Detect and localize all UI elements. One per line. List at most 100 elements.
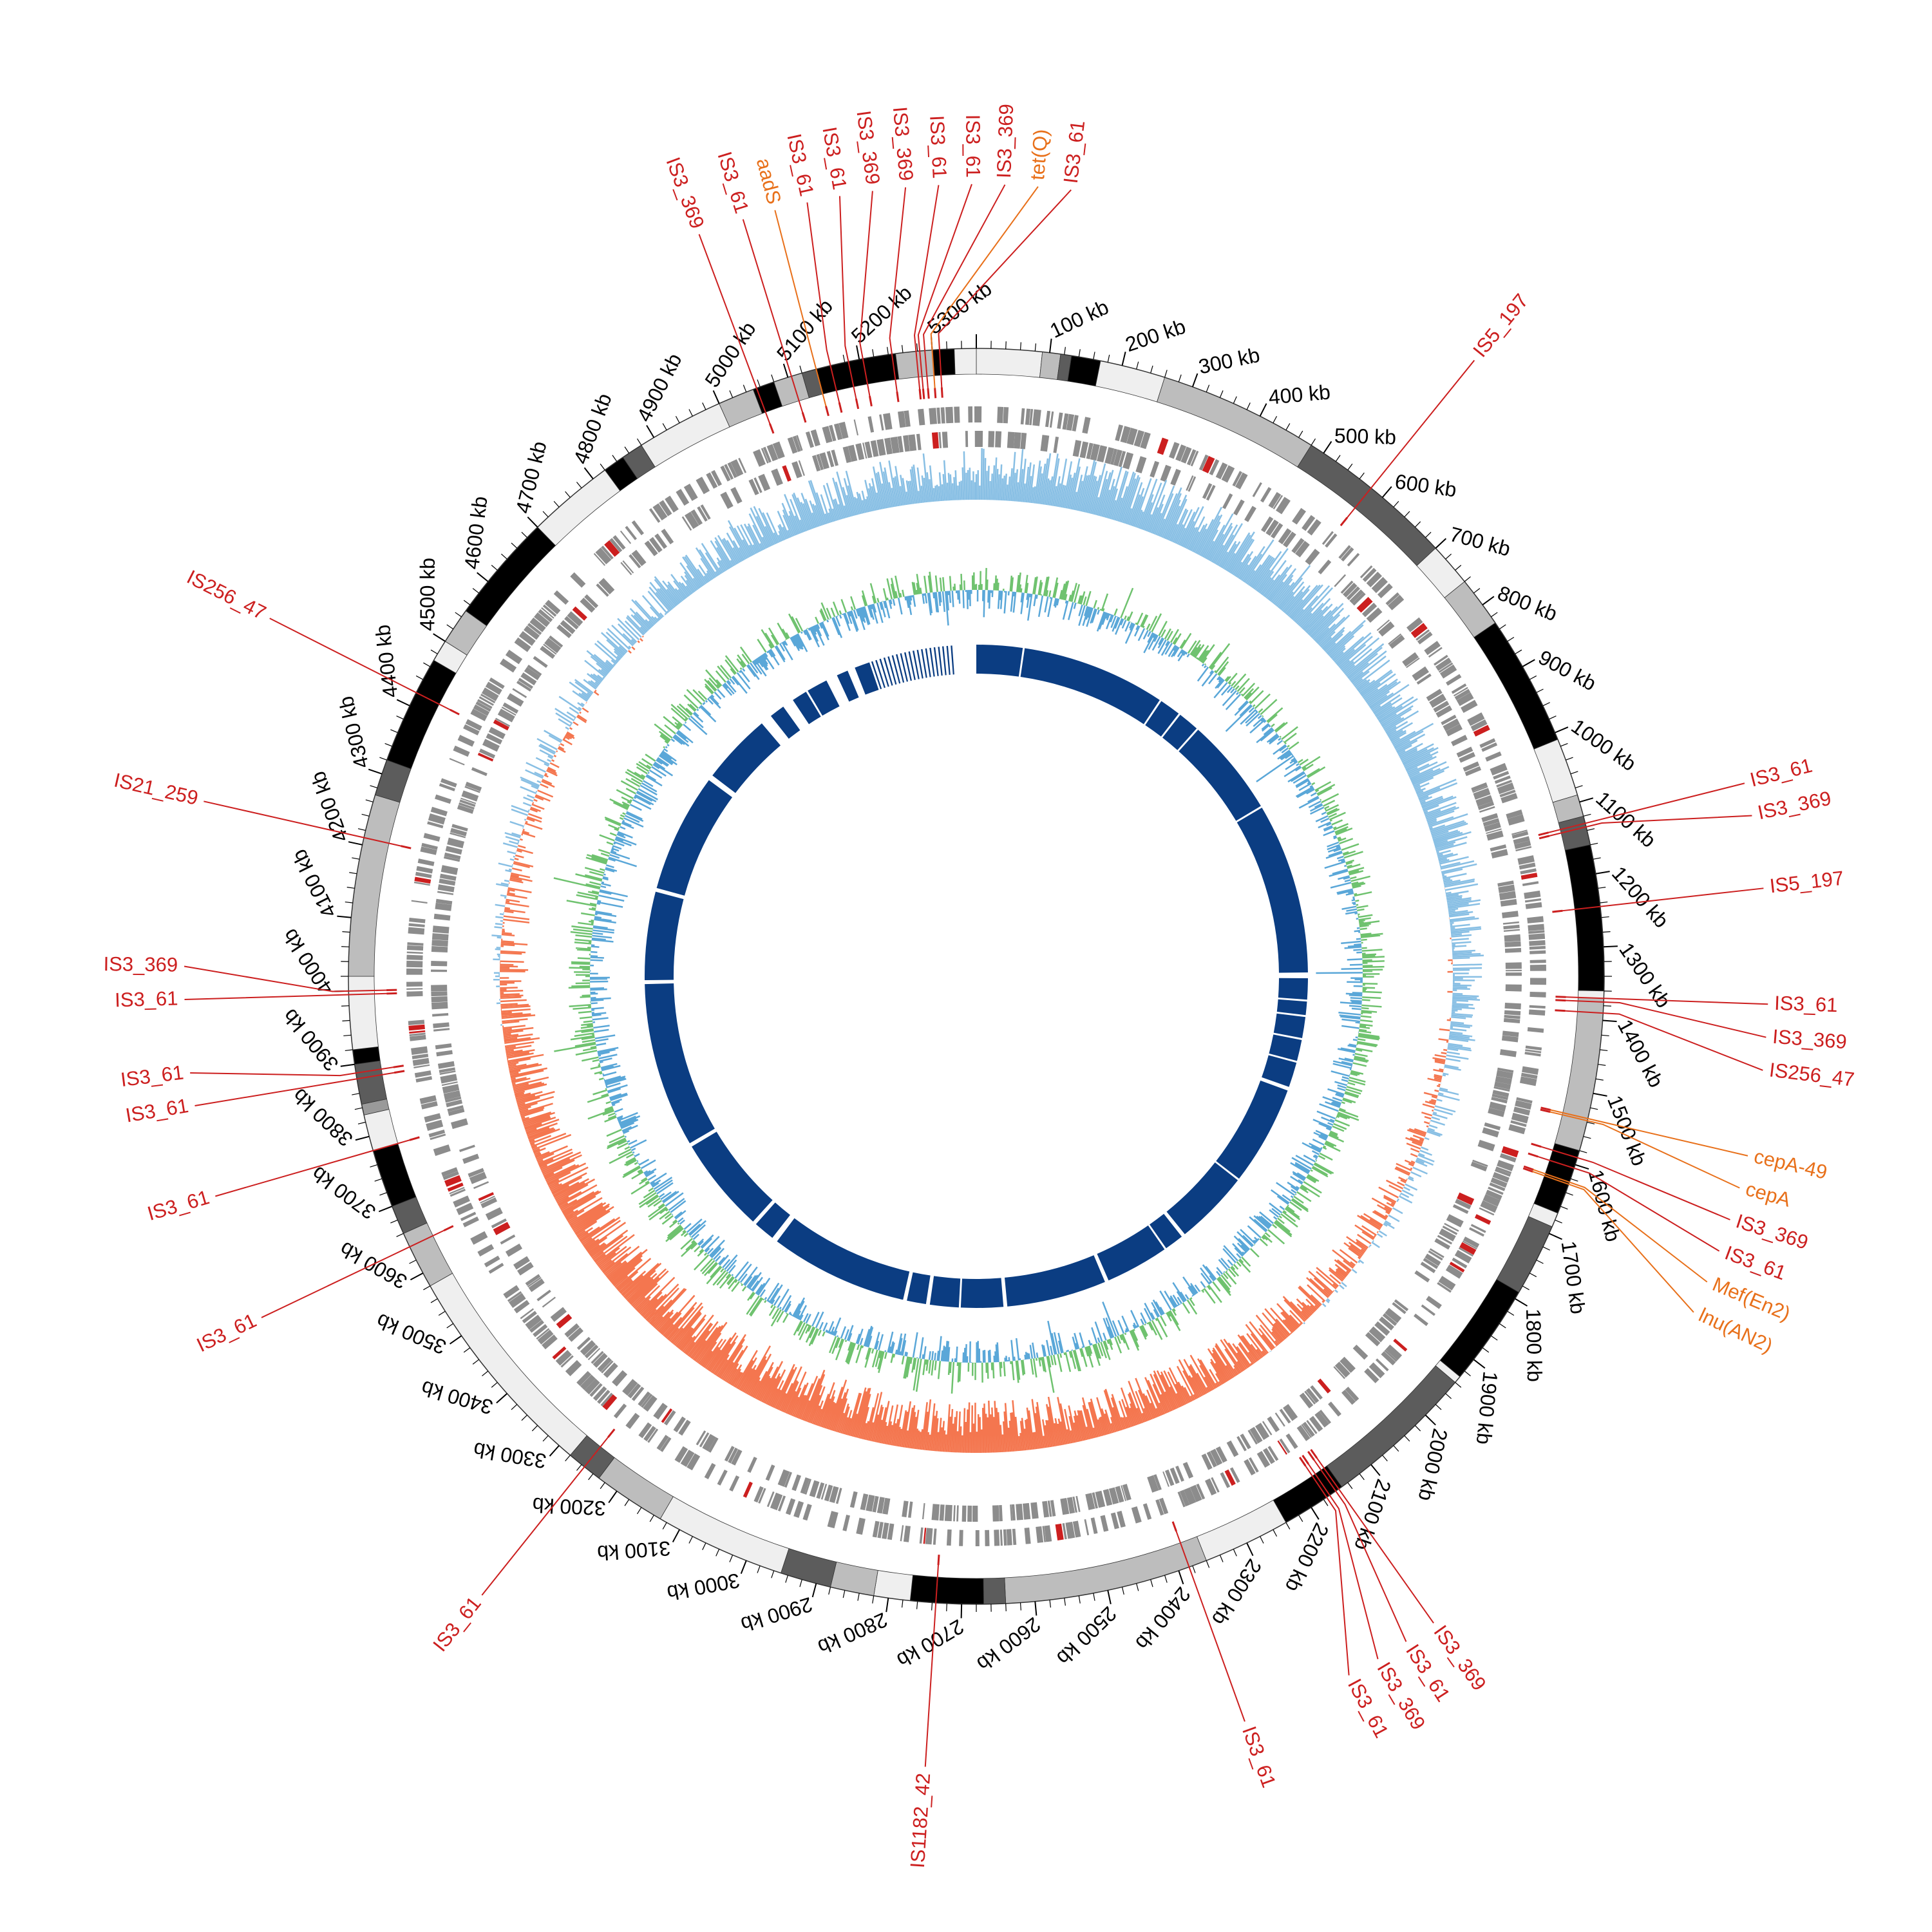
cds-feature — [1495, 1166, 1512, 1175]
cds-feature — [1473, 724, 1490, 737]
tick-label: 2500 kb — [1052, 1602, 1121, 1670]
cds-feature — [430, 806, 448, 817]
cds-feature — [1461, 699, 1478, 714]
cds-feature — [728, 1447, 738, 1464]
cds-feature — [542, 1334, 558, 1350]
minor-tick — [463, 600, 471, 605]
cds-feature — [1378, 621, 1395, 637]
cds-feature — [540, 645, 556, 659]
major-tick — [712, 390, 720, 404]
cds-feature — [580, 1340, 596, 1356]
major-tick — [1595, 871, 1610, 875]
minor-tick — [1335, 455, 1341, 462]
cds-feature — [787, 437, 798, 454]
cds-feature — [430, 1133, 446, 1141]
cds-feature — [1452, 1257, 1468, 1269]
cds-feature — [1472, 1159, 1488, 1167]
cds-feature — [1486, 830, 1504, 841]
cds-feature — [447, 1182, 464, 1192]
cds-feature — [674, 1446, 688, 1463]
leader-line — [194, 1072, 395, 1106]
cds-feature — [417, 858, 435, 866]
cds-feature — [491, 1218, 507, 1229]
minor-tick — [345, 901, 353, 904]
cds-feature — [1504, 1003, 1521, 1010]
minor-tick — [1298, 1515, 1303, 1522]
element-marker — [1171, 1521, 1177, 1532]
leader-line — [215, 1139, 411, 1197]
cds-feature — [1492, 1171, 1510, 1183]
cds-feature — [462, 1216, 479, 1227]
minor-tick — [365, 799, 374, 802]
minor-tick — [1473, 588, 1481, 594]
inner-block — [645, 983, 715, 1144]
cds-feature — [1513, 836, 1530, 845]
cds-feature — [1375, 1358, 1389, 1372]
element-marker — [801, 412, 807, 423]
element-marker — [394, 1070, 405, 1074]
cds-feature — [448, 1108, 465, 1116]
minor-tick — [1464, 576, 1471, 582]
cds-feature — [761, 448, 769, 464]
minor-tick — [872, 349, 875, 357]
cds-feature — [1530, 960, 1546, 963]
cds-feature — [1480, 1200, 1498, 1213]
cds-feature — [560, 1355, 574, 1368]
inner-block — [1179, 730, 1261, 821]
cds-feature — [421, 842, 438, 850]
cds-feature — [902, 1501, 909, 1518]
cds-feature — [1003, 407, 1009, 424]
cds-feature — [414, 1070, 431, 1078]
inner-block — [1097, 1225, 1165, 1281]
inner-block — [1273, 1013, 1306, 1039]
minor-tick — [1078, 1595, 1081, 1604]
major-tick — [1107, 1590, 1112, 1605]
cds-feature — [1515, 1100, 1532, 1110]
cds-feature — [1371, 576, 1388, 593]
cds-feature — [1366, 571, 1382, 588]
minor-tick — [446, 1323, 454, 1329]
leader-line — [917, 184, 972, 390]
cds-feature — [1299, 1392, 1314, 1408]
is-element-label: IS3_369 — [1772, 1025, 1848, 1054]
minor-tick — [553, 501, 560, 507]
inner-block-fragment — [908, 651, 916, 680]
cds-feature — [842, 1514, 850, 1531]
minor-tick — [799, 1579, 802, 1587]
minor-tick — [521, 1414, 527, 1421]
cds-feature — [1484, 822, 1501, 832]
cds-feature — [477, 752, 494, 762]
leader-line — [1533, 1169, 1708, 1283]
leader-line — [698, 234, 771, 425]
minor-tick — [342, 931, 350, 933]
inner-block-fragment — [891, 655, 901, 684]
cds-feature — [460, 797, 477, 804]
cds-feature — [748, 478, 759, 496]
leader-line — [938, 189, 1072, 388]
cds-feature — [413, 1064, 430, 1068]
minor-tick — [1219, 1555, 1224, 1562]
cds-feature — [1479, 806, 1495, 813]
cds-feature — [1340, 580, 1354, 594]
cds-feature — [1442, 1226, 1458, 1235]
tick-label: 800 kb — [1495, 581, 1561, 625]
is-element-label: IS3_61 — [115, 987, 178, 1012]
cds-feature — [592, 1386, 607, 1401]
leader-line — [190, 1066, 395, 1077]
cds-feature — [908, 1501, 913, 1518]
cds-feature — [1510, 1120, 1527, 1127]
cds-feature — [609, 538, 623, 553]
cds-feature — [478, 1192, 495, 1202]
cds-feature — [802, 1504, 812, 1521]
cds-feature — [1492, 1090, 1510, 1097]
contig-segment — [976, 348, 1043, 378]
cds-feature — [1456, 692, 1474, 706]
cds-feature — [1277, 1440, 1287, 1455]
cds-feature — [1479, 738, 1496, 748]
resistance-gene-label: cepA-49 — [1752, 1145, 1829, 1184]
minor-tick — [379, 1192, 387, 1196]
tick-label: 1900 kb — [1472, 1370, 1502, 1446]
cds-feature — [449, 758, 465, 766]
minor-tick — [463, 1347, 471, 1353]
minor-tick — [1579, 1150, 1587, 1153]
